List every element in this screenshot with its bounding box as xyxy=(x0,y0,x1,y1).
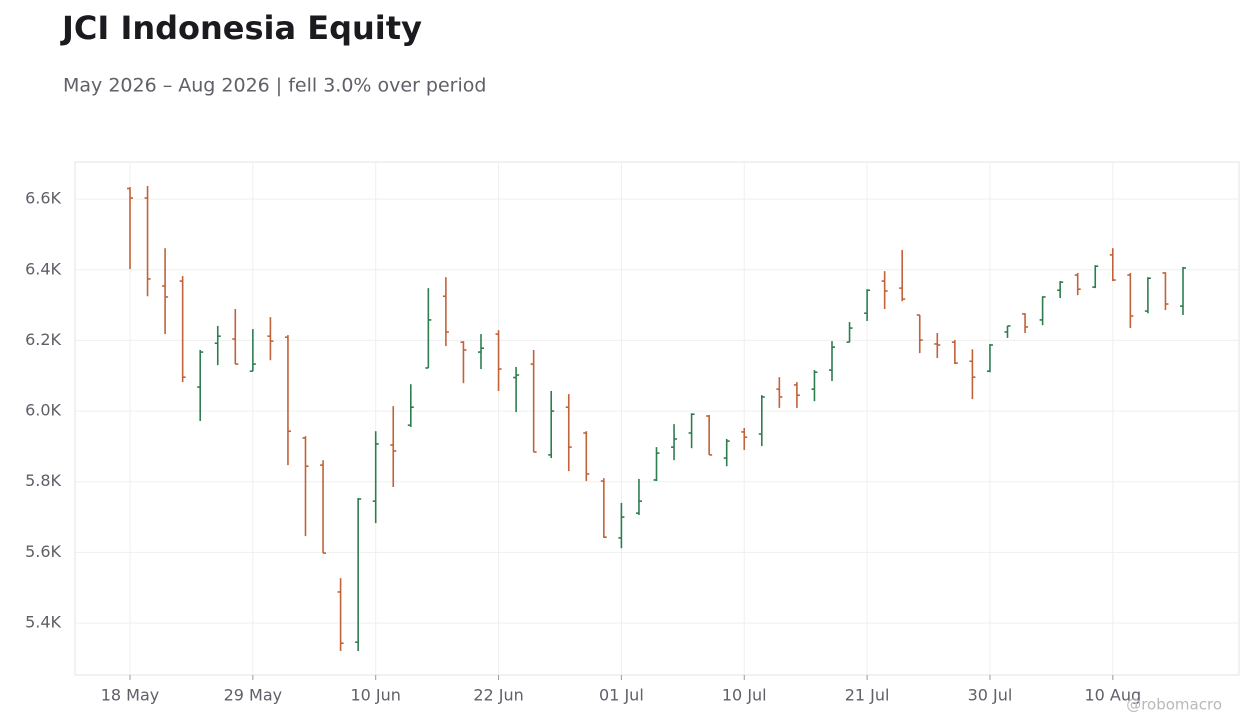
x-tick-label: 10 Jun xyxy=(350,686,400,705)
x-tick-label: 01 Jul xyxy=(599,686,644,705)
chart-title: JCI Indonesia Equity xyxy=(60,9,422,47)
x-tick-label: 10 Aug xyxy=(1084,686,1141,705)
watermark: @robomacro xyxy=(1126,696,1222,714)
x-tick-label: 18 May xyxy=(101,686,160,705)
y-tick-label: 5.6K xyxy=(25,542,61,561)
plot-frame xyxy=(74,161,1240,676)
chart-subtitle: May 2026 – Aug 2026 | fell 3.0% over per… xyxy=(63,75,486,97)
grid xyxy=(75,162,1239,680)
x-tick-label: 29 May xyxy=(224,686,283,705)
y-tick-label: 6.0K xyxy=(25,401,61,420)
y-tick-label: 6.6K xyxy=(25,189,61,208)
x-tick-label: 30 Jul xyxy=(968,686,1013,705)
y-tick-label: 6.4K xyxy=(25,259,61,278)
y-tick-label: 5.4K xyxy=(25,613,61,632)
x-tick-label: 22 Jun xyxy=(473,686,523,705)
labels: 5.4K 5.6K 5.8K 6.0K 6.2K 6.4K 6.6K 18 May 29 May… xyxy=(25,189,1141,705)
y-tick-label: 6.2K xyxy=(25,330,61,349)
marks xyxy=(127,186,1186,651)
x-tick-label: 10 Jul xyxy=(722,686,767,705)
x-tick-label: 21 Jul xyxy=(845,686,890,705)
y-tick-label: 5.8K xyxy=(25,471,61,490)
